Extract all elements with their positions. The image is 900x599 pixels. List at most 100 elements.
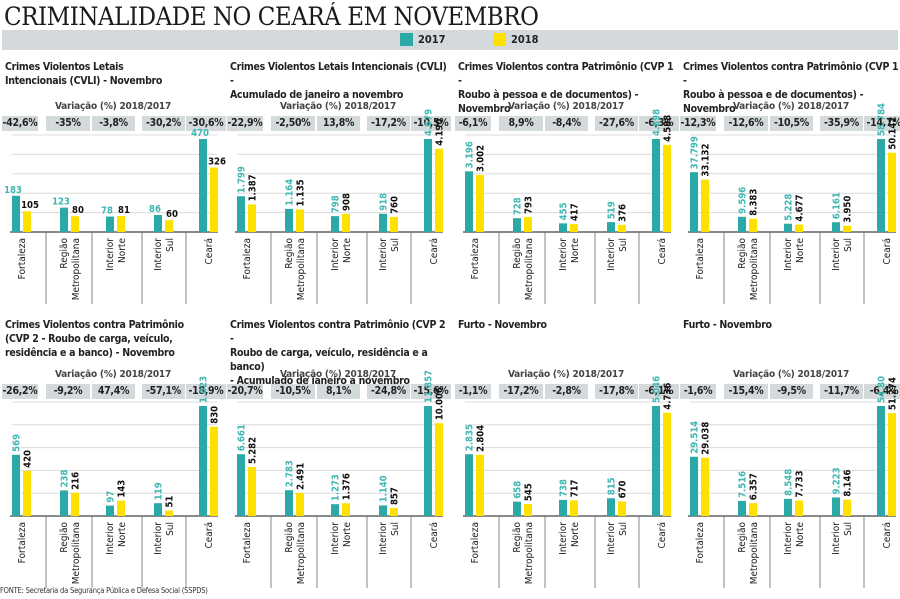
bar-2018 [435,423,443,516]
bar-2017 [285,490,293,516]
category-label: Região [284,522,295,553]
value-label-2018: 545 [524,483,535,501]
bar-2018 [843,499,851,516]
value-label-2017: 9.223 [832,467,843,494]
variation-label: Variação (%) 2018/2017 [279,101,397,112]
bar-2018 [296,209,304,232]
variation-value: -30,6% [186,116,226,131]
value-label-2017: 728 [513,197,524,215]
category-label: Ceará [656,238,668,265]
legend-item-2018: 2018 [493,33,539,46]
variation-value: -11,7% [820,384,863,399]
variation-value: -27,6% [595,116,638,131]
category-label: Sul [843,238,854,252]
bar-2018 [749,218,757,232]
variation-value: -6,1% [639,384,679,399]
bar-2017 [379,213,387,232]
value-label-2018: 216 [71,472,82,490]
variation-value: -1,6% [680,384,716,399]
bar-2017 [237,454,245,516]
bar-2018 [476,454,484,516]
category-label: Interior [378,522,389,555]
variation-value: -15,6% [411,384,451,399]
chart-title-line: Crimes Violentos contra Patrimônio (CVP … [230,319,446,345]
value-label-2018: 4.677 [795,195,806,222]
bar-chart: 37.799 33.132 Fortaleza 9.596 8.383 Região Met… [688,103,899,304]
category-label: Interior [606,522,617,555]
category-label: Sul [843,522,854,536]
bar-2018 [795,224,803,232]
value-label-2017: 6.661 [237,424,248,451]
bar-2018 [296,492,304,516]
value-label-2017: 6.161 [832,192,843,219]
bar-2017 [877,139,885,232]
category-label: Ceará [881,522,893,549]
category-label: Norte [342,238,353,263]
bar-2018 [390,508,398,516]
variation-value: -26,2% [2,384,38,399]
bar-2018 [210,426,218,516]
bar-2017 [424,406,432,516]
value-label-2017: 798 [331,195,342,213]
variation-value: -10,5% [770,116,813,131]
category-label: Fortaleza [470,238,481,279]
variation-value: -17,2% [499,384,543,399]
chart-panel: Crimes Violentos contra Patrimônio (CVP … [455,60,680,320]
variation-value: 13,8% [317,116,360,131]
category-label: Fortaleza [470,522,481,563]
value-label-2018: 81 [118,205,130,216]
value-label-2017: 5.228 [784,194,795,221]
value-label-2018: 80 [72,205,84,216]
bar-2017 [199,406,207,516]
category-label: Interior [330,522,341,555]
variation-value: -6,1% [455,116,491,131]
chart-title-line: Furto - Novembro [683,319,772,331]
category-label: Metropolitana [296,238,307,300]
bar-2017 [465,454,473,516]
value-label-2018: 4.736 [663,383,674,410]
value-label-2018: 8.383 [749,189,760,216]
category-label: Interior [783,238,794,271]
chart-title-line: Crimes Violentos contra Patrimônio (CVP … [683,61,899,87]
value-label-2017: 1.023 [199,376,210,403]
value-label-2017: 29.514 [690,421,701,454]
bar-2017 [832,497,840,516]
variation-label: Variação (%) 2018/2017 [732,369,850,380]
category-label: Interior [105,238,116,271]
category-label: Sul [390,522,401,536]
bar-2017 [331,504,339,516]
value-label-2017: 37.799 [690,136,701,169]
bar-2018 [23,211,31,232]
chart-title-line: Roubo à pessoa e de documentos) - Novemb… [683,89,864,115]
variation-label: Variação (%) 2018/2017 [507,101,625,112]
bar-2018 [618,501,626,516]
bar-2017 [559,499,567,516]
bar-2018 [843,225,851,232]
value-label-2018: 857 [390,487,401,505]
category-label: Interior [558,238,569,271]
variation-value: -57,1% [142,384,185,399]
value-label-2017: 238 [60,470,71,488]
value-label-2018: 51.274 [888,377,899,410]
value-label-2018: 420 [23,450,34,468]
bar-2018 [165,220,173,232]
bar-2018 [435,148,443,232]
bar-2017 [738,216,746,232]
bar-2018 [701,179,709,232]
category-label: Região [512,238,523,269]
variation-value: -14,7% [864,116,900,131]
value-label-2017: 1.164 [285,179,296,206]
chart-panel: Furto - Novembro Variação (%) 2018/2017 -1… [680,318,900,588]
value-label-2017: 119 [154,482,165,500]
value-label-2017: 2.835 [465,424,476,451]
legend-label-2018: 2018 [511,33,539,46]
variation-value: -10,5% [271,384,315,399]
variation-value: -8,4% [545,116,588,131]
category-label: Sul [618,238,629,252]
category-label: Sul [390,238,401,252]
category-label: Interior [105,522,116,555]
category-label: Ceará [203,522,215,549]
category-label: Interior [606,238,617,271]
value-label-2018: 1.387 [248,174,259,201]
bar-2018 [165,510,173,516]
